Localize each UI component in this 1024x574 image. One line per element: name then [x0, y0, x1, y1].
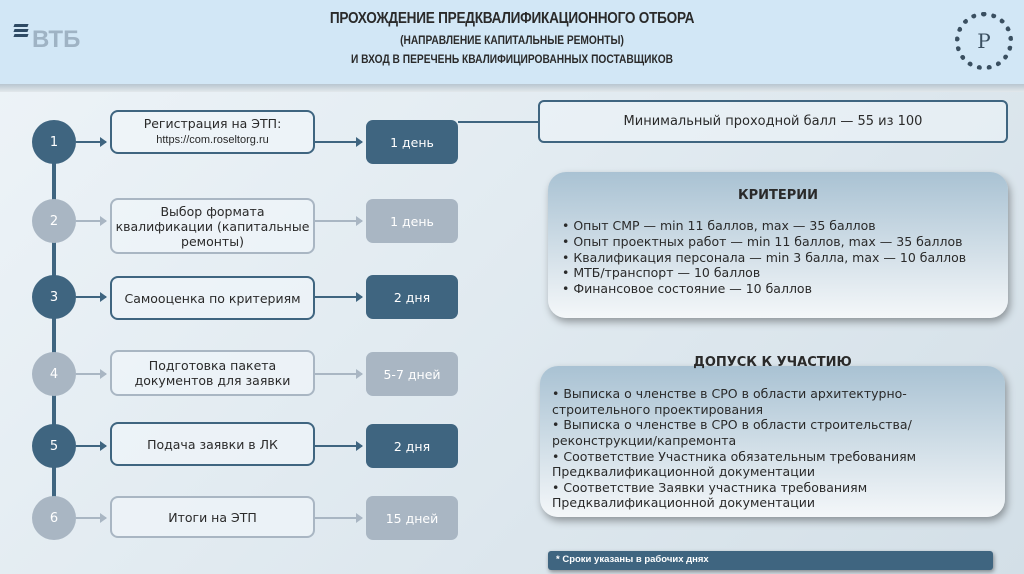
header: ВТБ ПРОХОЖДЕНИЕ ПРЕДКВАЛИФИКАЦИОННОГО ОТ…	[0, 0, 1024, 84]
step-label: Подача заявки в ЛК	[147, 436, 278, 452]
admission-item: • Соответствие Участника обязательным тр…	[552, 448, 917, 480]
criteria-item: • МТБ/транспорт — 10 баллов	[562, 265, 761, 281]
arrow-icon	[315, 137, 363, 147]
step-number-2: 2	[32, 199, 76, 243]
criteria-item: • Финансовое состояние — 10 баллов	[562, 280, 812, 296]
arrow-icon	[315, 216, 363, 226]
title-line-3: И ВХОД В ПЕРЕЧЕНЬ КВАЛИФИЦИРОВАННЫХ ПОСТ…	[350, 52, 674, 66]
arrow-icon	[76, 137, 107, 147]
arrow-icon	[76, 369, 107, 379]
criteria-item: • Опыт проектных работ — min 11 баллов, …	[562, 233, 963, 249]
admission-item: • Выписка о членстве в СРО в области стр…	[552, 417, 912, 448]
arrow-icon	[315, 292, 363, 302]
step-number-1: 1	[32, 120, 76, 164]
arrow-icon	[76, 513, 107, 523]
criteria-item: • Опыт СМР — min 11 баллов, max — 35 бал…	[562, 218, 876, 234]
duration-box-6: 15 дней	[366, 496, 458, 540]
step-link[interactable]: https://com.roseltorg.ru	[156, 134, 269, 147]
timeline-line	[52, 142, 56, 518]
step-label: Самооценка по критериям	[124, 290, 301, 306]
connector-line	[458, 121, 538, 123]
header-divider	[0, 84, 1024, 92]
arrow-icon	[76, 441, 107, 451]
arrow-icon	[315, 441, 363, 451]
step-label: Регистрация на ЭТП:	[143, 116, 282, 132]
step-box-4: Подготовка пакета документов для заявки	[110, 350, 315, 396]
step-box-1: Регистрация на ЭТП: https://com.roseltorg…	[110, 110, 315, 154]
step-number-4: 4	[32, 352, 76, 396]
admission-title: ДОПУСК К УЧАСТИЮ	[693, 355, 852, 370]
arrow-icon	[76, 216, 107, 226]
title-line-1: ПРОХОЖДЕНИЕ ПРЕДКВАЛИФИКАЦИОННОГО ОТБОРА	[329, 10, 695, 27]
duration-box-2: 1 день	[366, 199, 458, 243]
criteria-panel: КРИТЕРИИ • Опыт СМР — min 11 баллов, max…	[548, 172, 1008, 318]
step-box-2: Выбор формата квалификации (капитальные …	[110, 198, 315, 254]
arrow-icon	[315, 369, 363, 379]
step-label: Подготовка пакета документов для заявки	[134, 358, 291, 388]
page-title: ПРОХОЖДЕНИЕ ПРЕДКВАЛИФИКАЦИОННОГО ОТБОРА…	[200, 10, 824, 66]
arrow-icon	[315, 513, 363, 523]
step-number-5: 5	[32, 424, 76, 468]
step-box-6: Итоги на ЭТП	[110, 496, 315, 538]
arrow-icon	[76, 292, 107, 302]
criteria-title: КРИТЕРИИ	[737, 188, 819, 203]
step-label: Итоги на ЭТП	[168, 509, 257, 525]
footnote: * Сроки указаны в рабочих днях	[548, 551, 993, 570]
vtb-logo: ВТБ	[13, 22, 80, 54]
duration-box-4: 5-7 дней	[366, 352, 458, 396]
title-line-2: (НАПРАВЛЕНИЕ КАПИТАЛЬНЫЕ РЕМОНТЫ)	[400, 33, 624, 47]
step-number-6: 6	[32, 496, 76, 540]
step-box-3: Самооценка по критериям	[110, 276, 315, 320]
min-score-box: Минимальный проходной балл — 55 из 100	[538, 100, 1008, 143]
step-label: Выбор формата квалификации (капитальные …	[115, 203, 310, 249]
step-box-5: Подача заявки в ЛК	[110, 422, 315, 466]
duration-box-1: 1 день	[366, 120, 458, 164]
seal-logo: Р	[955, 12, 1013, 70]
admission-panel: • Выписка о членстве в СРО в области арх…	[540, 366, 1005, 517]
admission-item: • Выписка о членстве в СРО в области арх…	[552, 386, 907, 417]
duration-box-5: 2 дня	[366, 424, 458, 468]
duration-box-3: 2 дня	[366, 275, 458, 319]
criteria-item: • Квалификация персонала — min 3 балла, …	[562, 249, 967, 265]
admission-item: • Соответствие Заявки участника требован…	[552, 479, 868, 511]
step-number-3: 3	[32, 275, 76, 319]
